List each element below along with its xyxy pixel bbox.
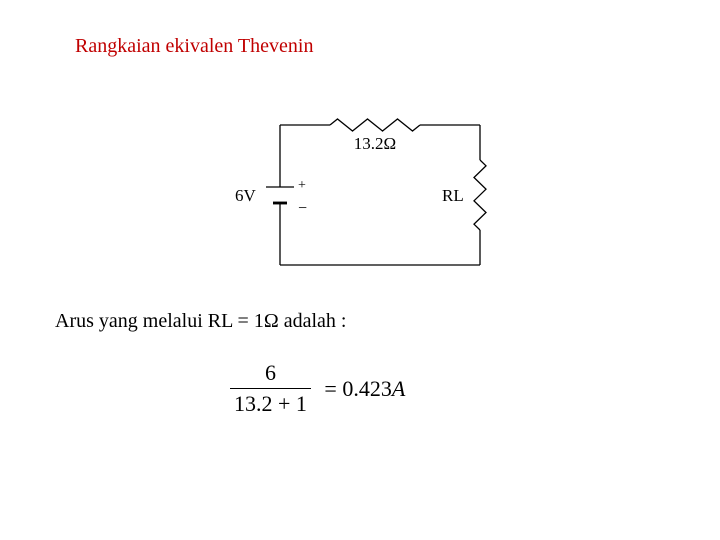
load-label: RL — [442, 186, 464, 205]
fraction-numerator: 6 — [230, 360, 311, 388]
thevenin-circuit: + − 6V 13.2Ω RL — [200, 105, 520, 295]
result-value: 0.423 — [342, 376, 392, 401]
current-sentence: Arus yang melalui RL = 1Ω adalah : — [55, 310, 346, 333]
svg-text:−: − — [298, 200, 307, 217]
result-unit: A — [392, 376, 405, 401]
resistor-label: 13.2Ω — [354, 134, 396, 153]
equals-sign: = — [324, 376, 336, 401]
svg-text:+: + — [298, 178, 306, 193]
page-title: Rangkaian ekivalen Thevenin — [75, 35, 313, 58]
current-equation: 6 13.2 + 1 = 0.423A — [230, 360, 405, 417]
fraction-denominator: 13.2 + 1 — [230, 388, 311, 417]
source-label: 6V — [235, 186, 257, 205]
